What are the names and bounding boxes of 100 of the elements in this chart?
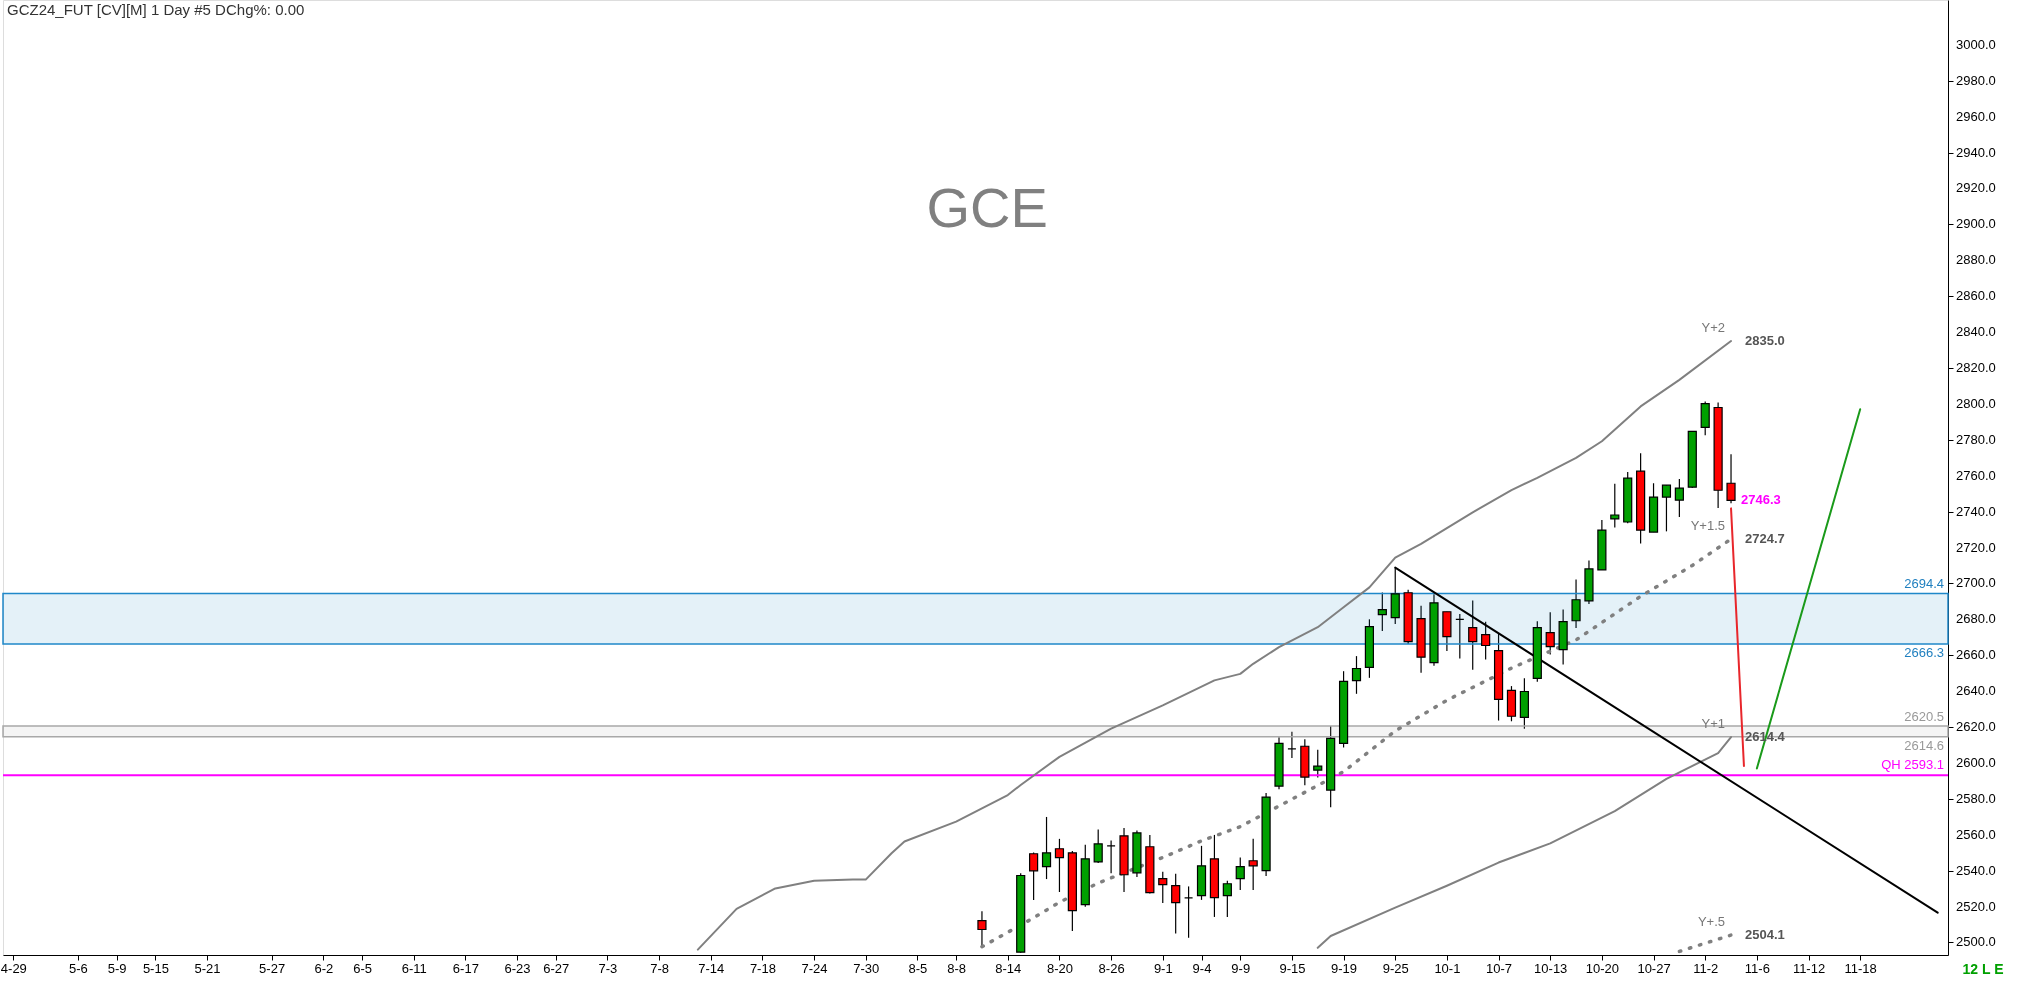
y-tick-label: 2920.0 bbox=[1956, 180, 1996, 196]
y-tick-label: 2560.0 bbox=[1956, 826, 1996, 842]
x-tick-label: 9-19 bbox=[1331, 960, 1358, 976]
x-tick-label: 6-5 bbox=[353, 960, 372, 976]
y-tick-label: 2680.0 bbox=[1956, 611, 1996, 627]
y-tick-label: 2620.0 bbox=[1956, 719, 1996, 735]
candlestick bbox=[1041, 816, 1052, 880]
line-series bbox=[696, 340, 1733, 951]
line-series bbox=[1316, 736, 1733, 949]
series-label: Y+.5 bbox=[1697, 914, 1726, 930]
x-tick-label: 5-15 bbox=[142, 960, 169, 976]
x-tick-label: 5-9 bbox=[107, 960, 127, 976]
candlestick bbox=[1674, 478, 1684, 518]
candlestick bbox=[1545, 611, 1555, 656]
candlestick bbox=[1571, 578, 1581, 629]
y-tick-label: 2840.0 bbox=[1956, 324, 1996, 340]
data-label: 2724.7 bbox=[1745, 531, 1785, 547]
x-tick-label: 9-4 bbox=[1192, 960, 1212, 976]
annotation: 2614.6 bbox=[1904, 737, 1944, 753]
y-tick-label: 2700.0 bbox=[1956, 575, 1996, 591]
x-tick-label: 7-18 bbox=[749, 960, 776, 976]
candlestick bbox=[1610, 483, 1620, 528]
x-tick-label: 11-18 bbox=[1844, 960, 1877, 976]
y-tick-label: 2780.0 bbox=[1956, 431, 1996, 447]
text: 2746.3 bbox=[1741, 492, 1781, 508]
x-tick-label: 7-14 bbox=[698, 960, 725, 976]
candlestick bbox=[1093, 828, 1103, 864]
y-tick-label: 2540.0 bbox=[1956, 862, 1996, 878]
y-tick-label: 2660.0 bbox=[1956, 647, 1996, 663]
x-tick-label: 4-29 bbox=[0, 960, 27, 976]
x-tick-label: 8-26 bbox=[1098, 960, 1125, 976]
x-tick-label: 7-3 bbox=[598, 960, 618, 976]
x-tick-label: 7-24 bbox=[801, 960, 828, 976]
y-tick-label: 2580.0 bbox=[1956, 790, 1996, 806]
text: 12 L E bbox=[1962, 961, 2004, 977]
data-label: 2835.0 bbox=[1745, 333, 1785, 349]
x-tick-label: 8-5 bbox=[908, 960, 928, 976]
candlestick bbox=[1248, 838, 1258, 891]
candlestick bbox=[1726, 453, 1736, 504]
x-tick-label: 8-20 bbox=[1046, 960, 1073, 976]
x-tick-label: 10-13 bbox=[1534, 960, 1568, 976]
x-tick-label: 11-2 bbox=[1693, 960, 1719, 976]
y-tick-label: 2940.0 bbox=[1956, 144, 1996, 160]
candlestick bbox=[977, 910, 987, 948]
x-tick-label: 11-12 bbox=[1792, 960, 1826, 976]
x-tick-label: 6-23 bbox=[504, 960, 531, 976]
ref-line-label: QH 2593.1 bbox=[1881, 757, 1944, 773]
y-tick-label: 2960.0 bbox=[1956, 108, 1996, 124]
y-tick-label: 2600.0 bbox=[1956, 754, 1996, 770]
y-tick-label: 2720.0 bbox=[1956, 539, 1996, 555]
x-tick-label: 6-2 bbox=[314, 960, 334, 976]
x-tick-label: 6-11 bbox=[401, 960, 427, 976]
y-tick-label: 2860.0 bbox=[1956, 288, 1996, 304]
x-tick-label: 11-6 bbox=[1744, 960, 1770, 976]
line-series bbox=[980, 537, 1733, 949]
x-tick-label: 5-21 bbox=[194, 960, 221, 976]
candlestick bbox=[1313, 749, 1323, 779]
annotation: 2666.3 bbox=[1904, 644, 1944, 660]
candlestick bbox=[1158, 871, 1168, 904]
x-tick-label: 9-1 bbox=[1153, 960, 1173, 976]
y-tick-label: 3000.0 bbox=[1956, 36, 1996, 52]
x-tick-label: 10-27 bbox=[1637, 960, 1671, 976]
x-tick-label: 6-17 bbox=[452, 960, 479, 976]
candlestick bbox=[1481, 621, 1491, 661]
x-tick-label: 7-8 bbox=[650, 960, 669, 976]
x-tick-label: 9-25 bbox=[1382, 960, 1409, 976]
y-tick-label: 2520.0 bbox=[1956, 898, 1996, 914]
y-tick-label: 2820.0 bbox=[1956, 360, 1996, 375]
candlestick bbox=[1661, 484, 1672, 532]
y-tick-label: 2760.0 bbox=[1956, 467, 1996, 483]
y-tick-label: 2740.0 bbox=[1956, 503, 1996, 519]
x-tick-label: 10-20 bbox=[1585, 960, 1619, 976]
annotation: 2620.5 bbox=[1904, 709, 1944, 725]
text: GCE bbox=[926, 176, 1048, 240]
y-tick-label: 2800.0 bbox=[1956, 395, 1996, 411]
y-tick-label: 2880.0 bbox=[1956, 252, 1996, 268]
x-tick-label: 6-27 bbox=[543, 960, 570, 976]
candlestick bbox=[1054, 838, 1065, 893]
y-tick-label: 2900.0 bbox=[1956, 216, 1996, 232]
candlestick bbox=[1235, 856, 1245, 891]
chart-subtitle: GCZ24_FUT [CV][M] 1 Day #5 DChg%: 0.00 bbox=[7, 1, 305, 18]
y-tick-label: 2500.0 bbox=[1956, 934, 1996, 950]
annotation: 2694.4 bbox=[1904, 576, 1944, 592]
x-tick-label: 8-14 bbox=[995, 960, 1022, 976]
x-tick-label: 7-30 bbox=[853, 960, 880, 976]
x-tick-label: 10-1 bbox=[1434, 960, 1461, 976]
series-label: Y+1.5 bbox=[1690, 518, 1726, 534]
x-tick-label: 5-6 bbox=[69, 960, 88, 976]
candlestick bbox=[1171, 873, 1181, 935]
x-tick-label: 9-9 bbox=[1231, 960, 1251, 976]
candlestick bbox=[1029, 851, 1039, 901]
y-tick-label: 2640.0 bbox=[1956, 683, 1996, 699]
candlestick bbox=[1222, 880, 1232, 918]
x-tick-label: 9-15 bbox=[1279, 960, 1306, 976]
candlestick bbox=[1351, 655, 1362, 695]
x-tick-label: 10-7 bbox=[1486, 960, 1513, 976]
series-label: Y+2 bbox=[1701, 320, 1726, 336]
data-label: 2504.1 bbox=[1745, 927, 1785, 943]
series-label: Y+1 bbox=[1701, 716, 1726, 732]
x-tick-label: 5-27 bbox=[259, 960, 286, 976]
